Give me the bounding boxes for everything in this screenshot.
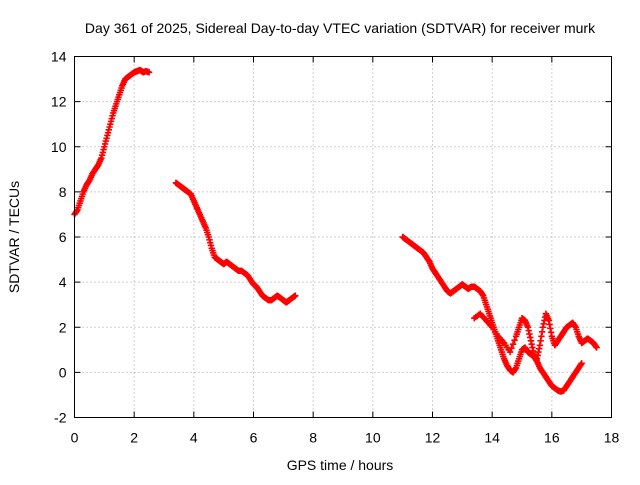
plot-frame xyxy=(74,56,612,418)
data-point xyxy=(292,292,299,299)
x-tick-label: 6 xyxy=(250,430,258,446)
y-tick-label: -2 xyxy=(54,410,67,426)
series-segment-1 xyxy=(71,66,153,218)
y-tick-label: 4 xyxy=(59,274,67,290)
x-tick-label: 16 xyxy=(544,430,560,446)
x-tick-label: 12 xyxy=(425,430,441,446)
data-point xyxy=(145,69,153,76)
y-tick-label: 12 xyxy=(51,94,67,110)
y-tick-label: 8 xyxy=(59,184,67,200)
x-axis-label: GPS time / hours xyxy=(287,457,394,473)
data-point xyxy=(508,344,515,352)
data-points xyxy=(71,66,600,395)
y-tick-label: 14 xyxy=(51,49,67,65)
data-point xyxy=(593,344,600,351)
chart-title: Day 361 of 2025, Sidereal Day-to-day VTE… xyxy=(85,20,596,36)
y-tick-label: 10 xyxy=(51,139,67,155)
data-point xyxy=(509,340,517,348)
series-segment-2 xyxy=(172,179,299,306)
series-segment-3-loop xyxy=(471,310,600,363)
x-tick-label: 8 xyxy=(309,430,317,446)
x-tick-label: 18 xyxy=(604,430,620,446)
data-point xyxy=(578,360,585,367)
y-tick-label: 6 xyxy=(59,229,67,245)
gridlines xyxy=(74,56,612,418)
data-point xyxy=(506,348,514,356)
x-tick-label: 10 xyxy=(365,430,381,446)
x-tick-label: 4 xyxy=(190,430,198,446)
x-tick-label: 2 xyxy=(130,430,138,446)
y-tick-label: 2 xyxy=(59,319,67,335)
data-point xyxy=(511,337,518,344)
series-segment-3-main xyxy=(399,233,585,395)
x-tick-label: 14 xyxy=(484,430,500,446)
x-tick-label: 0 xyxy=(71,430,79,446)
y-tick-label: 0 xyxy=(59,364,67,380)
y-axis-label: SDTVAR / TECUs xyxy=(6,181,22,293)
